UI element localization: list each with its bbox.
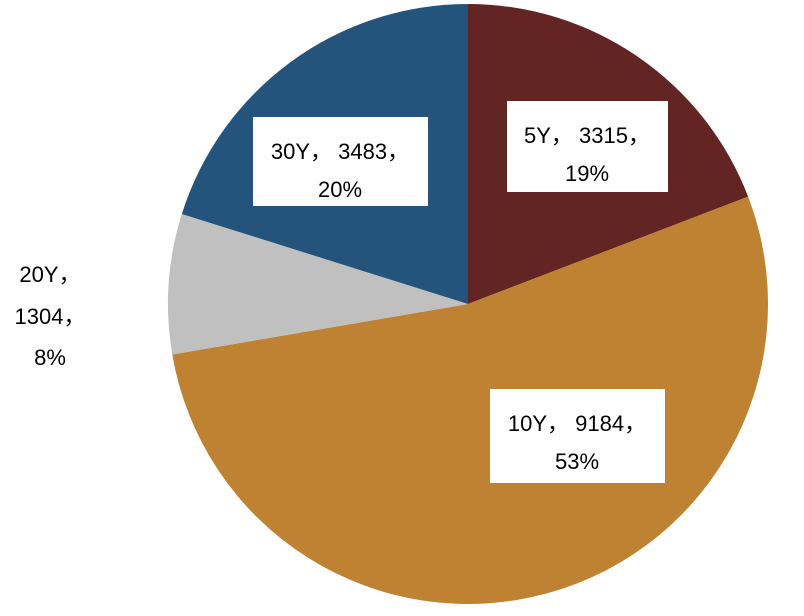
slice-label-text: 5Y， 3315， <box>524 123 650 148</box>
slice-label-text: 8% <box>34 345 66 370</box>
slice-label-text: 53% <box>555 449 599 474</box>
pie-slice-20y <box>167 213 468 355</box>
slice-label-text: 19% <box>565 161 609 186</box>
slice-label-10y: 10Y， 9184， 53% <box>490 389 665 483</box>
slice-label-30y: 30Y， 3483， 20% <box>253 117 428 206</box>
slice-label-text: 30Y， 3483， <box>271 139 409 164</box>
slice-label-text: 10Y， 9184， <box>508 411 646 436</box>
slice-labels: 5Y， 3315， 19% 10Y， 9184， 53% 20Y， 1304， 8% 30Y，… <box>15 101 668 483</box>
slice-label-text: 20Y， <box>19 262 80 287</box>
slice-label-text: 1304， <box>15 304 86 329</box>
pie-slices <box>167 4 768 604</box>
pie-slice-10y <box>172 196 768 604</box>
slice-label-box <box>507 101 668 192</box>
slice-label-text: 20% <box>318 177 362 202</box>
slice-label-20y: 20Y， 1304， 8% <box>15 262 86 370</box>
slice-label-box <box>490 389 665 483</box>
slice-label-5y: 5Y， 3315， 19% <box>507 101 668 192</box>
slice-label-box <box>253 117 428 206</box>
